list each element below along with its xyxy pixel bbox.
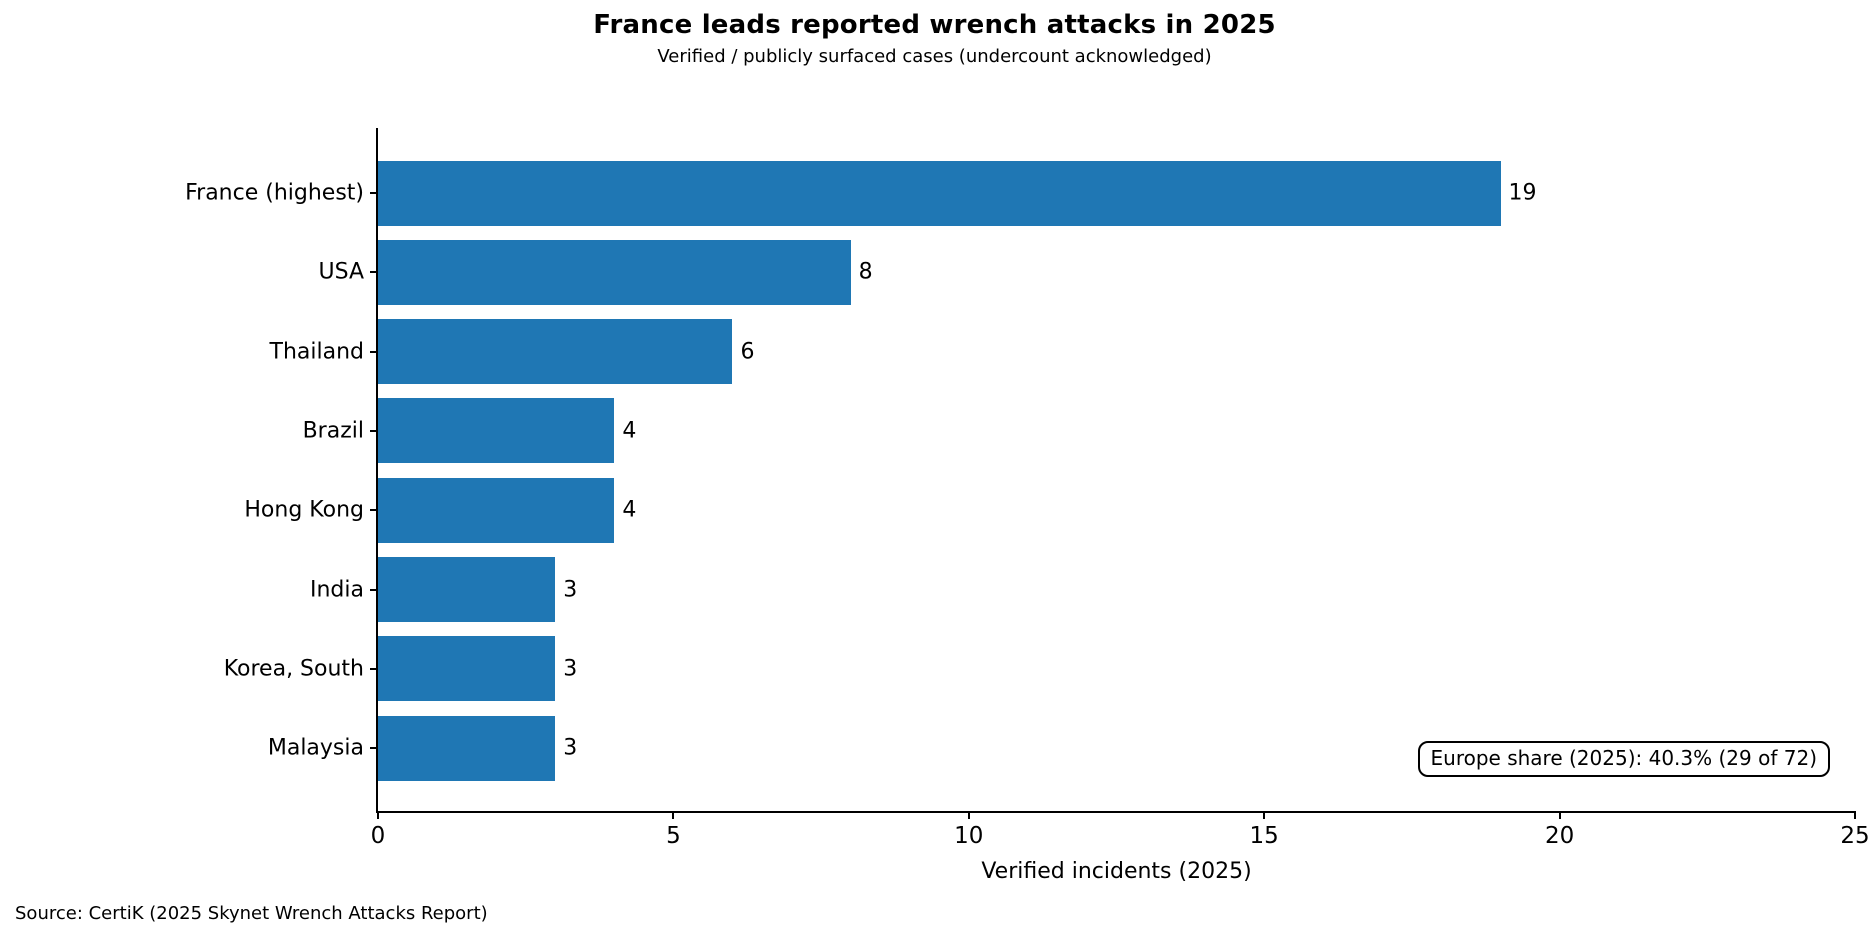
bar-thailand xyxy=(378,319,733,385)
bar-brazil xyxy=(378,398,615,464)
x-tick-mark xyxy=(672,811,675,819)
y-tick-mark xyxy=(370,667,378,670)
y-axis-spine xyxy=(376,128,378,811)
bar-row: Thailand 6 xyxy=(270,319,1855,385)
bar-row: USA 8 xyxy=(318,239,1855,305)
x-tick-mark xyxy=(1558,811,1561,819)
bar-value-label: 3 xyxy=(563,656,578,682)
y-tick-mark xyxy=(370,271,378,274)
y-tick-mark xyxy=(370,747,378,750)
bar-row: Korea, South 3 xyxy=(224,636,1855,702)
bar-row: Malaysia 3 xyxy=(268,715,1855,781)
bar-france-highest xyxy=(378,160,1501,226)
x-axis-spine xyxy=(376,811,1855,813)
y-tick-mark xyxy=(370,192,378,194)
bar-hong-kong xyxy=(378,477,615,543)
x-tick-mark xyxy=(1854,811,1856,819)
bar-value-label: 3 xyxy=(563,577,578,602)
bar-row: Hong Kong 4 xyxy=(244,477,1855,543)
y-tick-mark xyxy=(370,588,378,591)
x-tick-mark xyxy=(377,811,379,819)
bar-value-label: 4 xyxy=(622,418,637,444)
x-tick-label: 20 xyxy=(1544,823,1575,849)
bar-korea-south xyxy=(378,636,556,702)
bar-india xyxy=(378,557,556,622)
x-axis-title: Verified incidents (2025) xyxy=(981,859,1252,884)
bar-value-label: 6 xyxy=(740,339,755,365)
bar-row: Brazil 4 xyxy=(303,398,1855,464)
bar-malaysia xyxy=(378,715,556,781)
chart-title: France leads reported wrench attacks in … xyxy=(593,10,1276,40)
y-tick-mark xyxy=(370,429,378,432)
category-label-hong-kong: Hong Kong xyxy=(244,497,364,523)
x-tick-label: 5 xyxy=(666,823,681,849)
x-tick-mark xyxy=(1263,811,1266,819)
category-label-usa: USA xyxy=(318,259,364,285)
annotation-box: Europe share (2025): 40.3% (29 of 72) xyxy=(1417,741,1830,777)
x-tick-label: 10 xyxy=(954,823,984,849)
category-label-india: India xyxy=(310,577,364,602)
bar-value-label: 8 xyxy=(858,259,873,285)
x-tick-label: 25 xyxy=(1840,823,1869,849)
bar-value-label: 19 xyxy=(1508,180,1537,206)
category-label-brazil: Brazil xyxy=(302,418,364,444)
category-label-korea-south: Korea, South xyxy=(223,656,364,682)
bar-value-label: 4 xyxy=(622,497,637,523)
category-label-france-highest: France (highest) xyxy=(185,180,364,206)
x-tick-mark xyxy=(967,811,970,819)
source-note: Source: CertiK (2025 Skynet Wrench Attac… xyxy=(15,903,488,924)
bar-value-label: 3 xyxy=(563,735,578,761)
y-tick-mark xyxy=(370,350,378,353)
x-tick-label: 15 xyxy=(1249,823,1279,849)
bar-row: France (highest) 19 xyxy=(185,160,1855,226)
x-tick-label: 0 xyxy=(370,823,386,849)
y-tick-mark xyxy=(370,509,378,512)
chart-subtitle: Verified / publicly surfaced cases (unde… xyxy=(657,46,1212,67)
bar-usa xyxy=(378,239,851,305)
category-label-malaysia: Malaysia xyxy=(267,735,364,761)
plot-area: France (highest) 19 USA 8 Thailand 6 Brazil 4 Ho… xyxy=(185,128,1869,884)
bar-row: India 3 xyxy=(310,557,1855,622)
category-label-thailand: Thailand xyxy=(269,339,364,365)
